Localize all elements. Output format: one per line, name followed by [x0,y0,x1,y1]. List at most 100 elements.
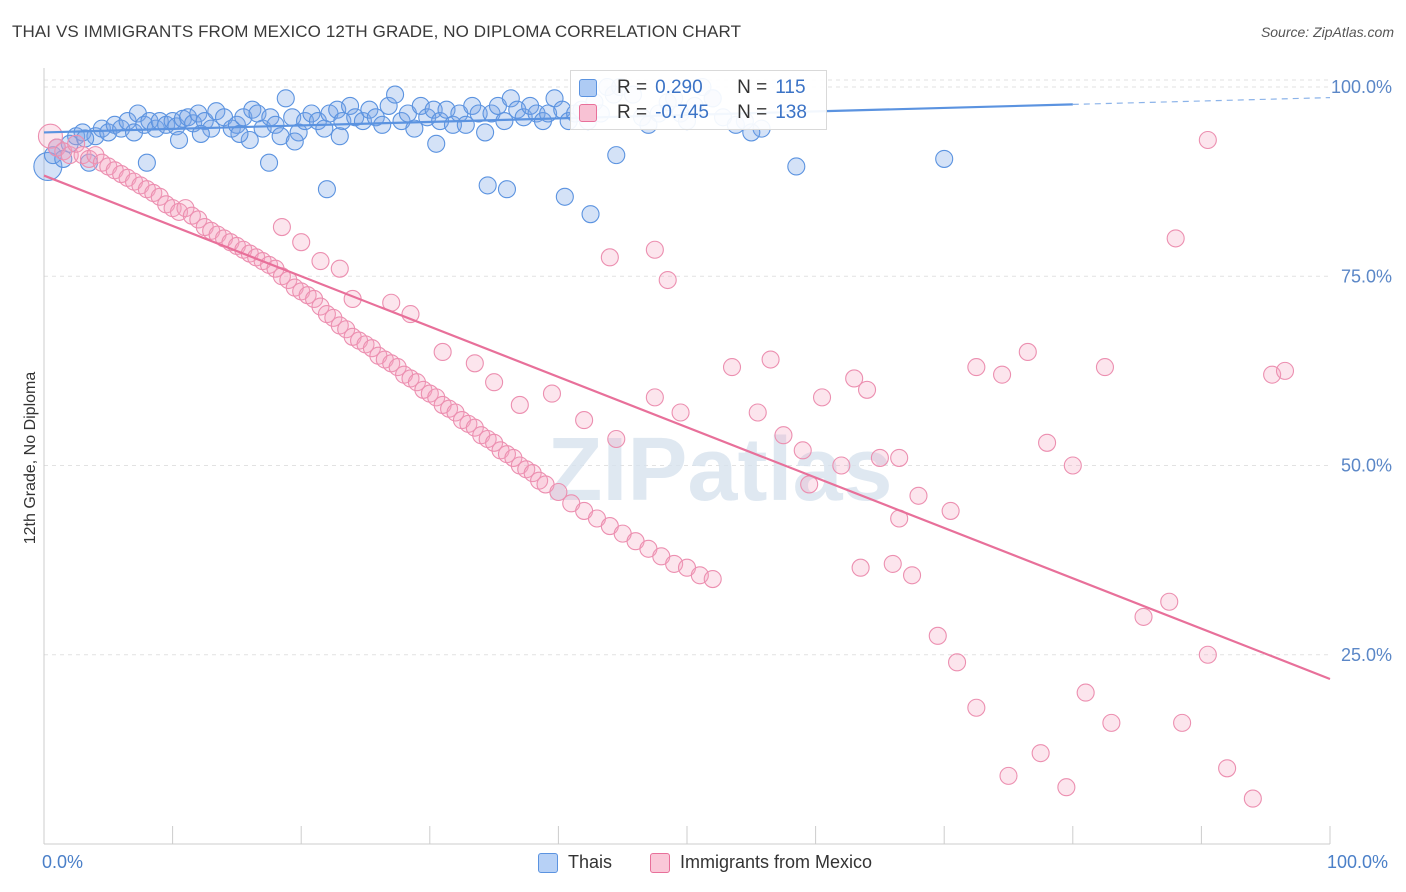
point-thais [405,119,424,138]
point-thais [341,96,360,115]
point-mexico [176,199,195,218]
point-thais [935,149,954,168]
point-mexico [324,308,343,327]
point-mexico [967,358,986,377]
point-thais [79,153,99,172]
point-mexico [1076,683,1095,702]
trend-extension-thais [1072,96,1331,106]
bottom-legend-label-thais: Thais [568,852,613,872]
point-mexico [37,123,63,149]
point-thais [386,85,405,104]
bottom-legend-thais: Thais [538,852,612,873]
point-thais [276,89,295,108]
point-mexico [407,373,426,392]
point-mexico [523,464,542,483]
bottom-legend-mexico: Immigrants from Mexico [650,852,872,873]
y-tick-label: 100.0% [1331,77,1392,97]
point-thais [463,96,482,115]
point-mexico [305,289,324,309]
legend-n-value: 138 [775,102,807,123]
point-mexico [1198,130,1217,150]
point-thais [330,127,349,146]
point-mexico [575,411,594,430]
point-mexico [1243,789,1262,808]
x-tick-max: 100.0% [1327,852,1389,872]
point-mexico [941,501,960,520]
point-mexico [433,342,452,362]
point-thais [607,146,626,165]
chart-source: Source: ZipAtlas.com [1260,24,1394,40]
point-mexico [86,146,105,165]
legend-n-label: N = [737,102,768,123]
point-mexico [883,554,902,573]
point-mexico [1063,456,1082,475]
point-thais [285,132,304,151]
point-mexico [870,448,889,467]
point-mexico [774,426,793,445]
point-mexico [1018,342,1037,362]
point-thais [379,96,398,115]
point-mexico [272,217,291,237]
legend-n-label: N = [737,77,768,98]
chart-title: THAI VS IMMIGRANTS FROM MEXICO 12TH GRAD… [12,22,742,41]
point-mexico [722,358,742,377]
point-thais [289,123,308,142]
y-tick-label: 50.0% [1341,456,1392,476]
point-mexico [993,365,1012,384]
point-mexico [542,384,562,403]
point-thais [476,123,495,142]
point-mexico [292,233,311,252]
point-mexico [362,339,381,358]
y-tick-label: 75.0% [1341,266,1392,286]
point-mexico [1031,744,1050,763]
point-mexico [948,653,967,672]
point-thais [124,123,144,142]
point-mexico [890,448,909,467]
point-mexico [1166,229,1185,248]
point-mexico [510,395,529,414]
trend-line-mexico [43,174,1331,680]
point-thais [317,180,336,199]
point-thais [189,104,208,123]
data-points [33,77,1295,808]
point-thais [469,104,488,123]
trend-line-thais [43,103,1073,134]
point-mexico [909,486,928,505]
legend-r-label: R = [617,77,648,98]
point-thais [259,153,279,172]
point-mexico [60,146,79,165]
point-mexico [504,448,523,467]
point-mexico [485,373,504,392]
watermark: ZIPatlas [547,420,892,520]
point-mexico [999,766,1018,785]
point-mexico [388,358,407,377]
point-mexico [1057,778,1076,797]
point-mexico [1218,759,1237,778]
legend-swatch-thais [579,79,597,97]
point-mexico [832,456,851,475]
point-thais [521,96,540,115]
point-thais [427,134,446,153]
point-mexico [1173,713,1192,732]
point-mexico [330,259,349,278]
point-thais [373,115,392,134]
point-thais [302,104,321,123]
point-thais [137,153,156,172]
point-thais [366,108,385,127]
point-mexico [485,433,504,452]
point-mexico [645,240,664,259]
point-mexico [311,252,330,271]
point-mexico [748,403,767,422]
point-mexico [446,403,465,422]
point-mexico [1095,358,1114,377]
point-mexico [1275,361,1295,380]
point-mexico [902,566,922,585]
point-mexico [465,354,484,373]
point-thais [240,130,259,150]
bottom-legend-label-mexico: Immigrants from Mexico [680,852,873,872]
point-mexico [967,698,986,717]
legend-r-value: -0.745 [655,102,709,123]
point-thais [581,205,600,224]
point-mexico [658,270,677,290]
point-mexico [851,558,870,577]
